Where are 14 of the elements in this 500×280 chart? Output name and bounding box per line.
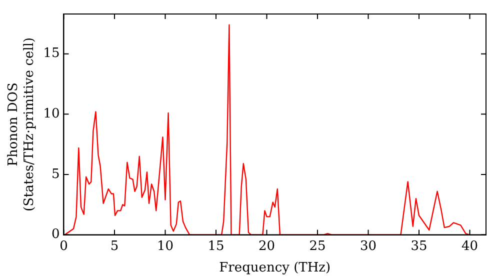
- y-tick-label: 15: [43, 46, 60, 62]
- x-tick-label: 25: [309, 238, 326, 254]
- x-tick-label: 20: [258, 238, 276, 254]
- x-tick-label: 40: [461, 238, 478, 254]
- x-axis-title: Frequency (THz): [219, 260, 331, 276]
- y-axis-title: Phonon DOS (States/THz·primitive cell): [6, 37, 37, 212]
- x-tick-label: 10: [156, 238, 174, 254]
- y-tick-label: 5: [51, 166, 60, 182]
- x-tick-label: 15: [208, 238, 224, 254]
- x-tick-label: 5: [110, 238, 119, 254]
- x-tick-label: 30: [360, 238, 377, 254]
- y-tick-label: 10: [43, 106, 60, 122]
- x-tick-label: 35: [410, 238, 428, 254]
- y-tick-label: 0: [51, 227, 60, 242]
